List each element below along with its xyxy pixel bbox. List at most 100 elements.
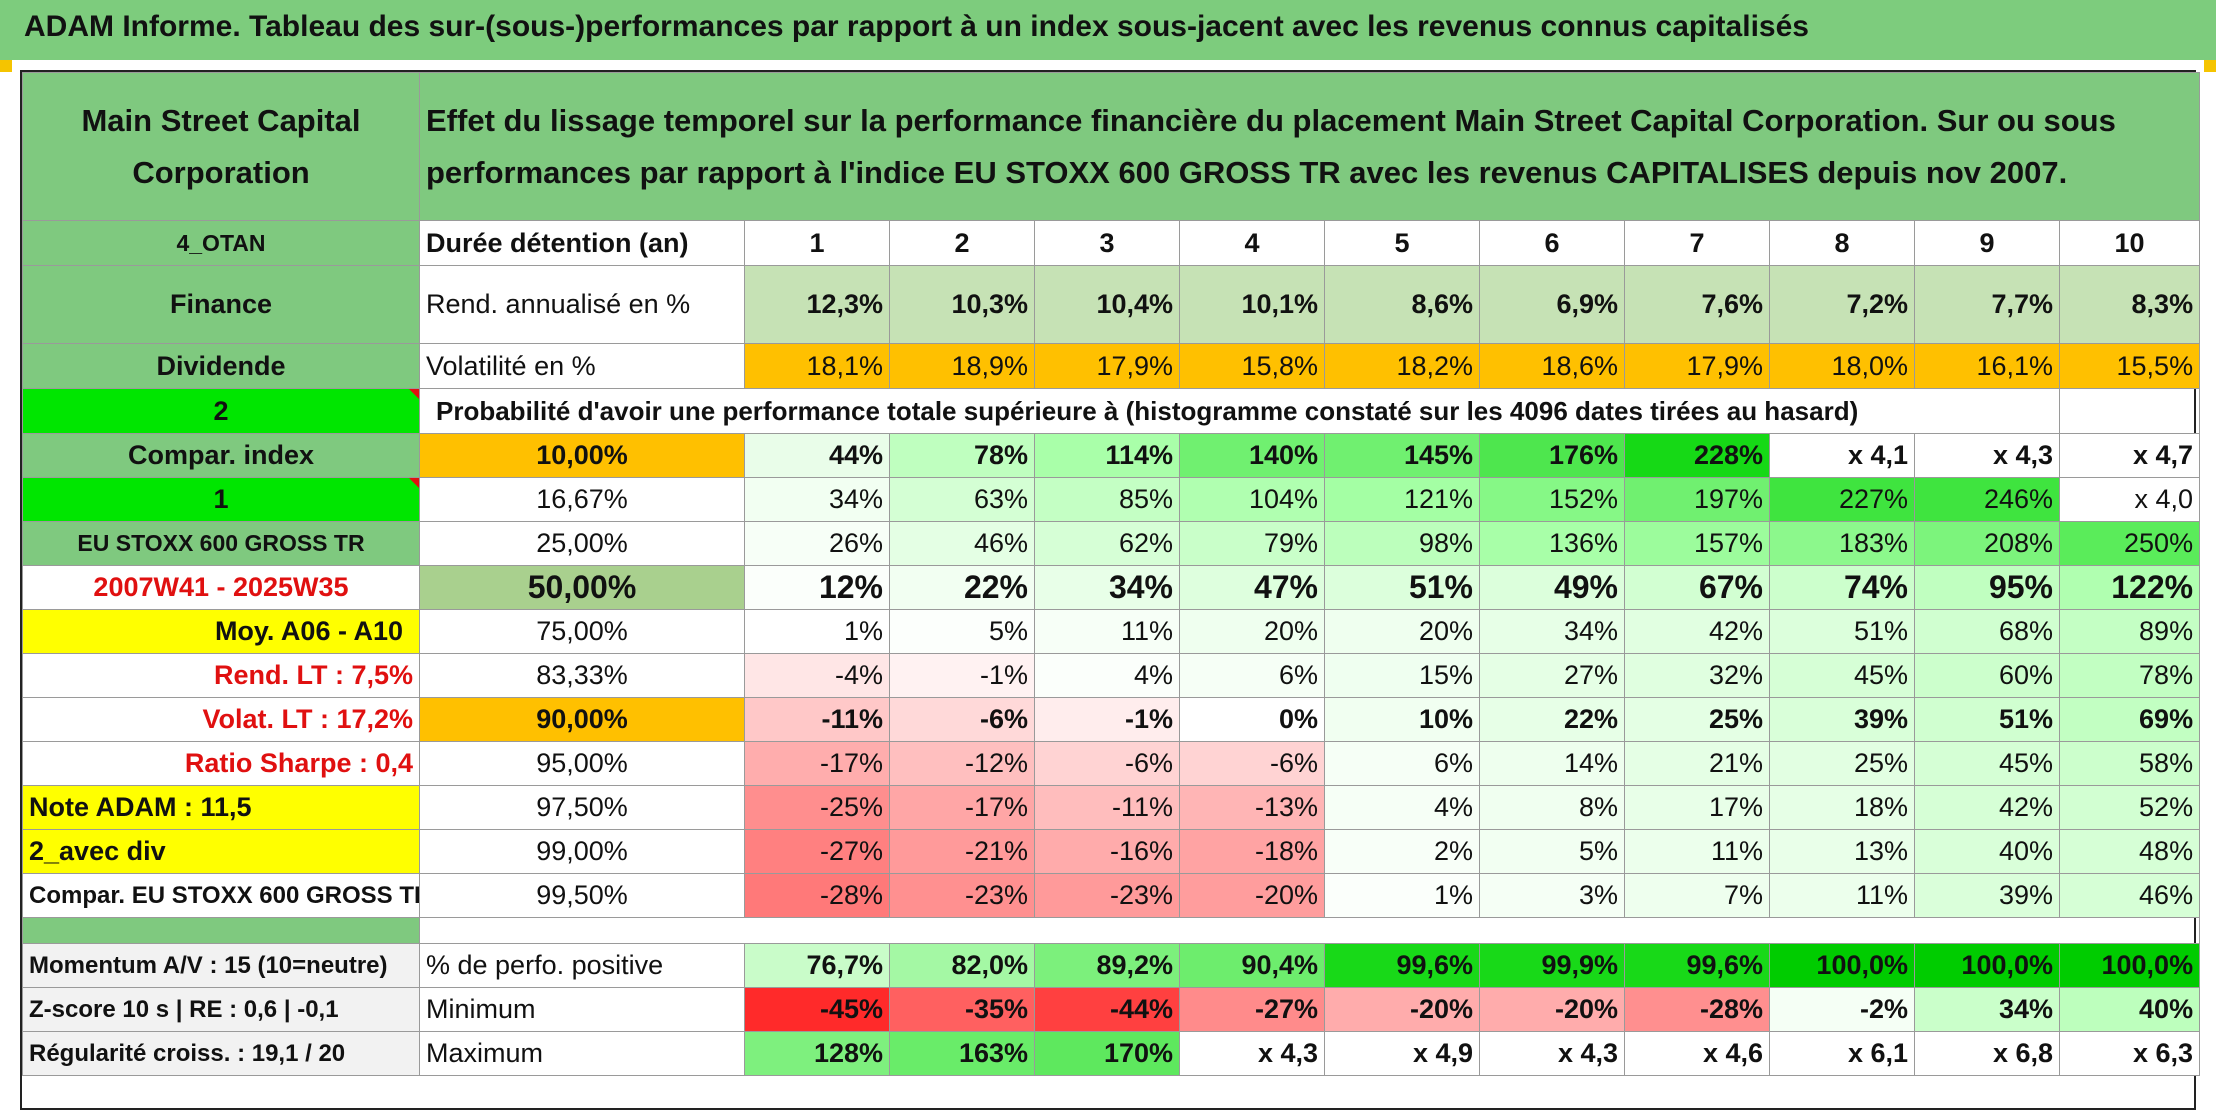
duration-6: 6 [1479, 220, 1625, 266]
probability-value: 13% [1769, 829, 1915, 874]
probability-row: 2007W41 - 2025W35 50,00% 12% 22% 34% 47% 51% 49… [22, 565, 2201, 610]
duration-10: 10 [2058, 220, 2201, 266]
positive-value: 100,0% [1769, 943, 1915, 988]
rank-2-value: 2 [213, 395, 229, 426]
volatility-value: 15,8% [1179, 343, 1325, 389]
corner-marker [2204, 60, 2216, 72]
probability-row: Note ADAM : 11,5 97,50% -25% -17% -11% -13% 4%… [22, 785, 2201, 830]
return-value: 8,3% [2058, 265, 2201, 344]
volatility-value: 18,9% [889, 343, 1035, 389]
positive-value: 99,9% [1479, 943, 1625, 988]
probability-value: 152% [1479, 477, 1625, 522]
probability-value: -4% [744, 653, 890, 698]
probability-value: 20% [1179, 609, 1325, 654]
positive-value: 82,0% [889, 943, 1035, 988]
probability-value: 44% [744, 433, 890, 478]
probability-value: -6% [889, 697, 1035, 742]
probability-value: 25% [1624, 697, 1770, 742]
probability-value: 51% [1769, 609, 1915, 654]
probability-value: 39% [1914, 873, 2060, 918]
probability-value: 52% [2058, 785, 2201, 830]
title-banner: ADAM Informe. Tableau des sur-(sous-)per… [0, 0, 2216, 60]
maximum-value: x 4,3 [1179, 1031, 1325, 1076]
probability-value: 11% [1034, 609, 1180, 654]
probability-value: 12% [744, 565, 890, 610]
minimum-value: -28% [1624, 987, 1770, 1032]
probability-value: -6% [1179, 741, 1325, 786]
probability-value: 42% [1914, 785, 2060, 830]
probability-value: 89% [2058, 609, 2201, 654]
probability-row: 2_avec div 99,00% -27% -21% -16% -18% 2% 5% 11% 1… [22, 829, 2201, 874]
maximum-value: x 6,1 [1769, 1031, 1915, 1076]
duration-2: 2 [889, 220, 1035, 266]
maximum-value: x 4,3 [1479, 1031, 1625, 1076]
probability-value: 227% [1769, 477, 1915, 522]
minimum-value: 40% [2058, 987, 2201, 1032]
probability-value: -27% [744, 829, 890, 874]
probability-row: Compar. index 10,00% 44% 78% 114% 140% 145% 176… [22, 433, 2201, 478]
duration-5: 5 [1324, 220, 1480, 266]
probability-value: 176% [1479, 433, 1625, 478]
probability-value: 78% [2058, 653, 2201, 698]
probability-value: -17% [889, 785, 1035, 830]
volatility-value: 15,5% [2058, 343, 2201, 389]
rank-1-label: 1 [22, 477, 420, 522]
rank-1-value: 1 [213, 484, 229, 514]
probability-value: 14% [1479, 741, 1625, 786]
duration-8: 8 [1769, 220, 1915, 266]
probability-value: 140% [1179, 433, 1325, 478]
probability-value: -18% [1179, 829, 1325, 874]
minimum-value: -20% [1479, 987, 1625, 1032]
comment-marker [409, 478, 419, 488]
probability-value: 18% [1769, 785, 1915, 830]
momentum-label: Momentum A/V : 15 (10=neutre) [22, 943, 420, 988]
probability-row: Moy. A06 - A10 75,00% 1% 5% 11% 20% 20% 34% 42% 5… [22, 609, 2201, 654]
duration-9: 9 [1914, 220, 2060, 266]
probability-value: 10% [1324, 697, 1480, 742]
probability-value: 46% [889, 521, 1035, 566]
long-term-volatility-label: Volat. LT : 17,2% [22, 697, 420, 742]
probability-value: 47% [1179, 565, 1325, 610]
positive-value: 99,6% [1624, 943, 1770, 988]
volatility-value: 18,2% [1324, 343, 1480, 389]
probability-value: 78% [889, 433, 1035, 478]
duration-1: 1 [744, 220, 890, 266]
probability-value: -11% [744, 697, 890, 742]
probability-value: -25% [744, 785, 890, 830]
probability-row: EU STOXX 600 GROSS TR 25,00% 26% 46% 62% 79% 9… [22, 521, 2201, 566]
threshold-percent: 97,50% [419, 785, 745, 830]
probability-value: 7% [1624, 873, 1770, 918]
probability-value: 62% [1034, 521, 1180, 566]
threshold-percent: 95,00% [419, 741, 745, 786]
probability-value: 3% [1479, 873, 1625, 918]
probability-value: 104% [1179, 477, 1325, 522]
probability-value: -23% [889, 873, 1035, 918]
probability-value: 26% [744, 521, 890, 566]
probability-row: Volat. LT : 17,2% 90,00% -11% -6% -1% 0% 10% 22… [22, 697, 2201, 742]
sector-label: Finance [22, 265, 420, 344]
volatility-value: 16,1% [1914, 343, 2060, 389]
probability-value: -12% [889, 741, 1035, 786]
stats-row: Z-score 10 s | RE : 0,6 | -0,1 Minimum -45… [22, 987, 2201, 1032]
regularity-label: Régularité croiss. : 19,1 / 20 [22, 1031, 420, 1076]
duration-row: 4_OTAN Durée détention (an) 1 2 3 4 5 6 7 8 9 10 [22, 220, 2201, 266]
return-value: 7,6% [1624, 265, 1770, 344]
minimum-value: 34% [1914, 987, 2060, 1032]
probability-row: Compar. EU STOXX 600 GROSS TR 99,50% -28% -… [22, 873, 2201, 918]
maximum-label: Maximum [419, 1031, 745, 1076]
probability-row: Rend. LT : 7,5% 83,33% -4% -1% 4% 6% 15% 27% 32%… [22, 653, 2201, 698]
threshold-percent: 16,67% [419, 477, 745, 522]
probability-value: 2% [1324, 829, 1480, 874]
corner-marker [0, 60, 12, 72]
probability-value: 51% [1914, 697, 2060, 742]
probability-value: 228% [1624, 433, 1770, 478]
probability-value: 60% [1914, 653, 2060, 698]
probability-value: -11% [1034, 785, 1180, 830]
positive-value: 89,2% [1034, 943, 1180, 988]
comparison-index-label: Compar. EU STOXX 600 GROSS TR [22, 873, 420, 918]
duration-3: 3 [1034, 220, 1180, 266]
probability-value: x 4,7 [2058, 433, 2201, 478]
probability-header-row: 2 Probabilité d'avoir une performance to… [22, 388, 2201, 434]
probability-value: 11% [1624, 829, 1770, 874]
minimum-label: Minimum [419, 987, 745, 1032]
